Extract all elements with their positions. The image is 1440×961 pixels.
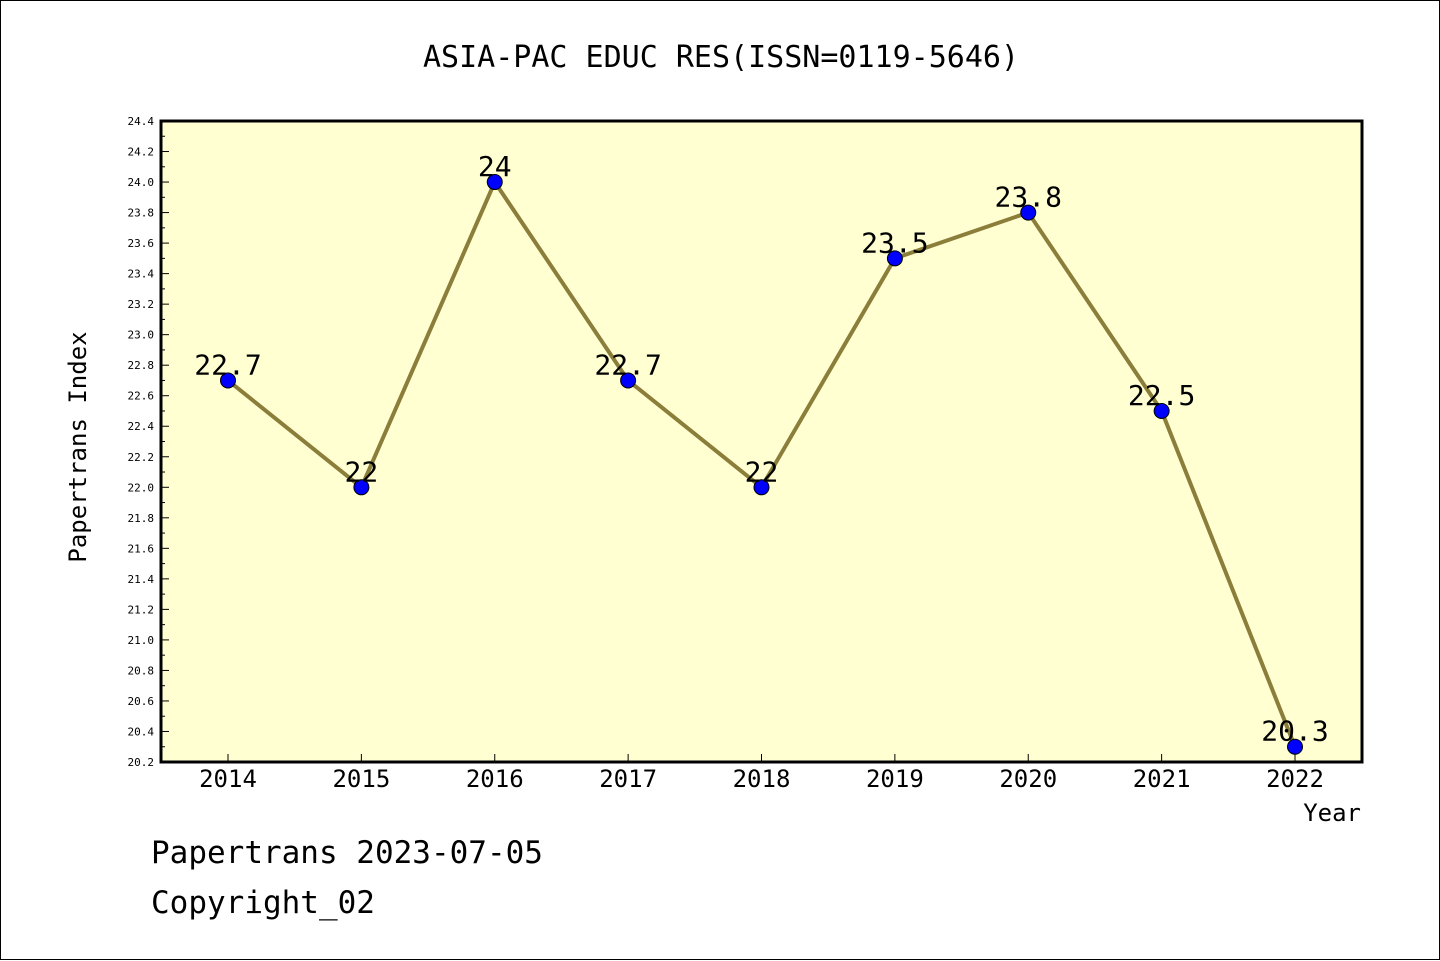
data-label: 23.5	[861, 226, 928, 259]
data-point	[753, 479, 770, 496]
data-point	[1153, 402, 1170, 419]
data-point	[1287, 738, 1303, 755]
y-tick-label: 23.8	[128, 207, 155, 220]
y-tick-label: 21.2	[128, 603, 155, 616]
x-tick-label: 2020	[999, 765, 1057, 793]
plot-area: 20.2 20.4 20.6 20.8 21.0 21.2 21.4 21.6 21.8 22.0…	[128, 115, 1364, 793]
x-tick-label: 2015	[332, 765, 390, 793]
x-tick-label: 2018	[733, 765, 791, 793]
chart-title: ASIA-PAC EDUC RES(ISSN=0119-5646)	[423, 40, 1019, 75]
plot-background	[161, 121, 1362, 762]
data-point	[886, 250, 903, 267]
data-point	[220, 372, 236, 389]
x-tick-label: 2016	[466, 765, 524, 793]
x-tick-label: 2021	[1133, 765, 1191, 793]
data-point	[1020, 204, 1037, 221]
y-tick-label: 24.2	[128, 146, 155, 159]
data-label: 22.5	[1128, 379, 1195, 412]
plot-frame	[159, 119, 1364, 764]
data-label: 22.7	[194, 348, 261, 381]
data-label: 24	[478, 150, 512, 183]
data-label: 22.7	[594, 348, 661, 381]
x-tick-label: 2017	[599, 765, 657, 793]
footer-date-line: Papertrans 2023-07-05	[151, 835, 543, 871]
data-label: 22	[345, 455, 379, 488]
y-tick-label: 22.6	[128, 390, 155, 403]
y-tick-label: 24.4	[128, 115, 155, 128]
y-tick-label: 23.4	[128, 268, 155, 281]
x-tick-label: 2022	[1266, 765, 1324, 793]
data-label: 23.8	[995, 181, 1062, 214]
y-tick-label: 20.2	[128, 756, 155, 769]
y-tick-label: 23.6	[128, 237, 155, 250]
y-tick-label: 23.2	[128, 298, 155, 311]
y-tick-label: 22.8	[128, 359, 155, 372]
y-tick-label: 21.8	[128, 512, 155, 525]
y-tick-label: 22.0	[128, 481, 155, 494]
x-axis-label: Year	[1303, 799, 1361, 827]
x-tick-label: 2019	[866, 765, 924, 793]
y-tick-label: 22.2	[128, 451, 155, 464]
y-tick-label: 21.6	[128, 542, 155, 555]
y-tick-label: 20.6	[128, 695, 155, 708]
y-tick-label: 21.0	[128, 634, 155, 647]
y-tick-label: 22.4	[128, 420, 155, 433]
y-axis-label: Papertrans Index	[64, 331, 92, 562]
data-label: 20.3	[1261, 715, 1328, 748]
y-tick-label: 20.4	[128, 725, 155, 738]
y-tick-label: 23.0	[128, 329, 155, 342]
footer-copyright: Copyright_02	[151, 885, 375, 921]
data-point	[353, 479, 370, 496]
x-tick-label: 2014	[199, 765, 257, 793]
y-tick-label: 24.0	[128, 176, 155, 189]
data-label: 22	[745, 455, 779, 488]
data-point	[486, 174, 503, 191]
y-tick-label: 21.4	[128, 573, 155, 586]
data-point	[620, 372, 637, 389]
y-tick-label: 20.8	[128, 664, 155, 677]
